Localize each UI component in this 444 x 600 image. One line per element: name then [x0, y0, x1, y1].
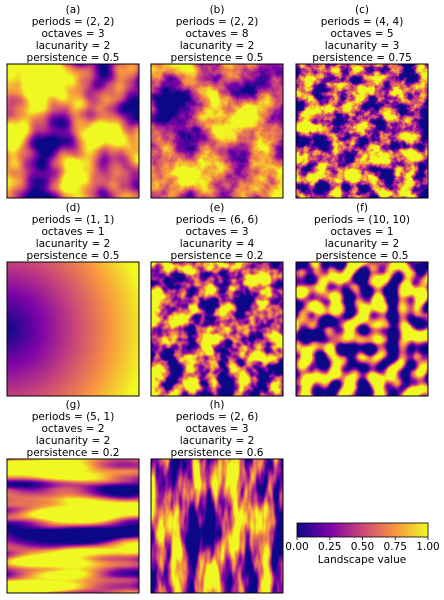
panel-octaves: octaves = 3	[185, 226, 248, 238]
panel-image	[296, 262, 428, 396]
panel-image	[151, 459, 283, 593]
panel-frame	[6, 458, 140, 594]
panel-persistence: persistence = 0.6	[171, 447, 264, 459]
panel-periods: periods = (5, 1)	[32, 411, 115, 423]
panel-image	[7, 459, 139, 593]
panel-persistence: persistence = 0.75	[312, 52, 412, 64]
panel-lacunarity: lacunarity = 2	[36, 238, 111, 250]
panel-lacunarity: lacunarity = 2	[36, 40, 111, 52]
panel-periods: periods = (2, 2)	[176, 16, 259, 28]
panel-frame	[150, 261, 284, 397]
panel-frame	[150, 458, 284, 594]
panel-periods: periods = (6, 6)	[176, 214, 259, 226]
panel-label: (d)	[66, 202, 81, 214]
panel-label: (c)	[355, 4, 369, 16]
panel-octaves: octaves = 3	[185, 423, 248, 435]
colorbar-tick-label: 0.50	[351, 541, 374, 553]
panel-octaves: octaves = 5	[330, 28, 393, 40]
panel-image	[151, 64, 283, 198]
panel-label: (b)	[210, 4, 225, 16]
panel-lacunarity: lacunarity = 4	[180, 238, 255, 250]
panel-persistence: persistence = 0.5	[316, 250, 409, 262]
panel-octaves: octaves = 1	[330, 226, 393, 238]
panel-image	[151, 262, 283, 396]
panel-periods: periods = (2, 2)	[32, 16, 115, 28]
panels: (a)periods = (2, 2)octaves = 3lacunarity…	[6, 4, 429, 594]
colorbar-label: Landscape value	[318, 554, 406, 566]
panel-octaves: octaves = 8	[185, 28, 248, 40]
panel-lacunarity: lacunarity = 2	[180, 435, 255, 447]
panel-persistence: persistence = 0.5	[171, 52, 264, 64]
panel-persistence: persistence = 0.2	[171, 250, 264, 262]
panel-label: (g)	[66, 399, 81, 411]
panel-frame	[295, 261, 429, 397]
panel-label: (f)	[356, 202, 368, 214]
panel-frame	[150, 63, 284, 199]
panel-frame	[6, 261, 140, 397]
panel-octaves: octaves = 1	[41, 226, 104, 238]
panel-label: (h)	[210, 399, 225, 411]
panel-frame	[6, 63, 140, 199]
panel-periods: periods = (4, 4)	[321, 16, 404, 28]
panel-image	[296, 64, 428, 198]
colorbar-tick-label: 0.00	[285, 541, 308, 553]
panel-persistence: persistence = 0.5	[27, 52, 120, 64]
colorbar-tick-label: 0.25	[318, 541, 341, 553]
panel-periods: periods = (1, 1)	[32, 214, 115, 226]
panel-frame	[295, 63, 429, 199]
panel-periods: periods = (2, 6)	[176, 411, 259, 423]
panel-image	[7, 64, 139, 198]
panel-persistence: persistence = 0.5	[27, 250, 120, 262]
panel-periods: periods = (10, 10)	[314, 214, 410, 226]
colorbar-tick-label: 0.75	[384, 541, 407, 553]
panel-lacunarity: lacunarity = 3	[325, 40, 400, 52]
panel-persistence: persistence = 0.2	[27, 447, 120, 459]
colorbar-tick-label: 1.00	[416, 541, 439, 553]
colorbar	[296, 522, 429, 538]
panel-lacunarity: lacunarity = 2	[36, 435, 111, 447]
panel-octaves: octaves = 3	[41, 28, 104, 40]
panel-label: (a)	[66, 4, 81, 16]
panel-lacunarity: lacunarity = 2	[325, 238, 400, 250]
panel-image	[7, 262, 139, 396]
panel-label: (e)	[210, 202, 225, 214]
panel-lacunarity: lacunarity = 2	[180, 40, 255, 52]
panel-octaves: octaves = 2	[41, 423, 104, 435]
